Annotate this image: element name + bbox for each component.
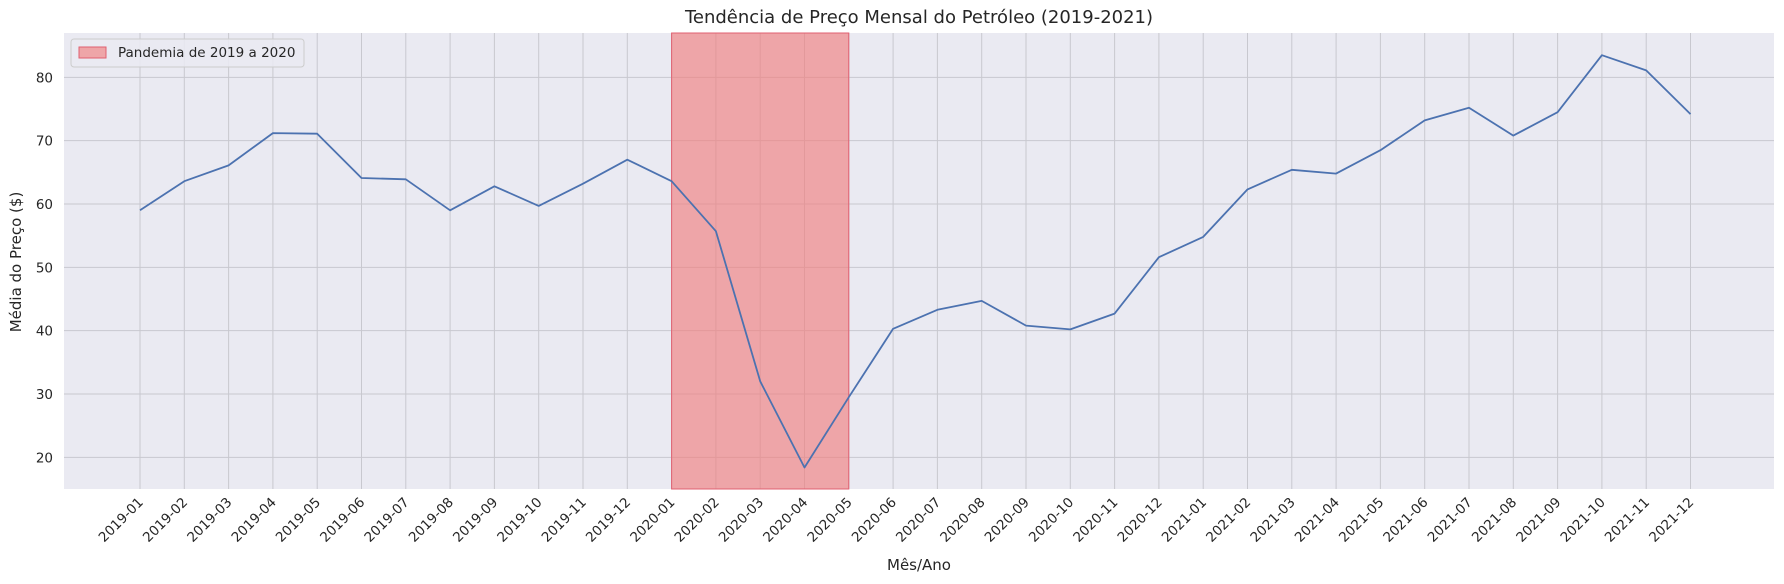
y-tick-label: 30	[36, 387, 53, 403]
y-axis-label: Média do Preço ($)	[7, 192, 25, 333]
y-tick-label: 40	[36, 324, 53, 340]
y-tick-label: 20	[36, 450, 53, 466]
y-tick-label: 80	[36, 70, 53, 86]
x-tick-label: 2019-12	[583, 495, 634, 546]
plot-background	[64, 33, 1774, 489]
x-tick-label: 2021-12	[1646, 495, 1697, 546]
x-tick-label: 2020-07	[893, 495, 944, 546]
x-tick-label: 2020-10	[1026, 495, 1077, 546]
legend-box	[70, 38, 305, 68]
x-tick-label: 2020-12	[1115, 495, 1166, 546]
y-tick-label: 50	[36, 260, 53, 276]
x-tick-label: 2019-04	[229, 495, 280, 546]
x-tick-label: 2021-09	[1513, 495, 1564, 546]
x-tick-label: 2020-08	[937, 495, 988, 546]
highlight-region	[671, 32, 850, 490]
x-tick-label: 2021-10	[1558, 495, 1609, 546]
x-tick-label: 2021-04	[1292, 495, 1343, 546]
x-tick-label: 2021-11	[1602, 495, 1653, 546]
x-tick-label: 2021-02	[1203, 495, 1254, 546]
x-tick-label: 2019-07	[361, 495, 412, 546]
x-tick-label: 2021-08	[1469, 495, 1520, 546]
x-tick-label: 2021-07	[1425, 495, 1476, 546]
x-tick-label: 2021-06	[1380, 495, 1431, 546]
x-tick-label: 2021-05	[1336, 495, 1387, 546]
series-lines	[139, 54, 1692, 469]
x-tick-label: 2019-02	[140, 495, 191, 546]
y-tick-labels: 20 30 40 50 60 70 80	[36, 70, 53, 466]
highlight-span	[671, 32, 850, 490]
x-tick-label: 2019-10	[494, 495, 545, 546]
y-tick-label: 60	[36, 197, 53, 213]
chart-title: Tendência de Preço Mensal do Petróleo (2…	[684, 7, 1153, 28]
x-tick-label: 2020-11	[1070, 495, 1121, 546]
x-tick-label: 2020-03	[716, 495, 767, 546]
legend-label: Pandemia de 2019 a 2020	[118, 45, 295, 61]
legend: Pandemia de 2019 a 2020	[70, 38, 305, 68]
x-tick-label: 2020-09	[982, 495, 1033, 546]
x-tick-label: 2019-01	[96, 495, 147, 546]
x-tick-label: 2021-01	[1159, 495, 1210, 546]
series-line	[139, 54, 1692, 469]
x-tick-label: 2019-06	[317, 495, 368, 546]
x-tick-label: 2021-03	[1247, 495, 1298, 546]
y-tick-label: 70	[36, 134, 53, 150]
x-tick-label: 2019-05	[273, 495, 324, 546]
x-tick-label: 2019-08	[406, 495, 457, 546]
x-tick-label: 2020-06	[849, 495, 900, 546]
y-gridlines	[64, 76, 1774, 458]
x-tick-label: 2020-05	[804, 495, 855, 546]
x-tick-label: 2020-04	[760, 495, 811, 546]
x-tick-label: 2020-02	[672, 495, 723, 546]
x-axis-label: Mês/Ano	[887, 556, 951, 574]
x-tick-label: 2019-09	[450, 495, 501, 546]
x-tick-label: 2019-11	[539, 495, 590, 546]
x-tick-labels: 2019-012019-022019-032019-042019-052019-…	[96, 495, 1698, 546]
x-tick-label: 2019-03	[184, 495, 235, 546]
x-tick-label: 2020-01	[627, 495, 678, 546]
legend-swatch	[78, 46, 107, 59]
